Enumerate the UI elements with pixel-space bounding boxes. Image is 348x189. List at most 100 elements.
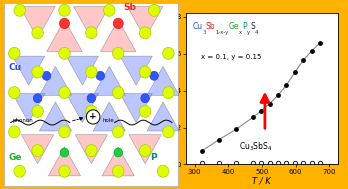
Circle shape <box>59 165 70 177</box>
Circle shape <box>157 165 169 177</box>
Polygon shape <box>20 6 55 38</box>
Polygon shape <box>13 94 45 123</box>
Point <box>317 162 323 165</box>
Point <box>233 162 239 165</box>
Text: Sb: Sb <box>124 3 136 12</box>
Text: P: P <box>150 153 157 162</box>
Circle shape <box>9 87 20 99</box>
Polygon shape <box>39 102 72 131</box>
Point <box>259 109 264 112</box>
Point <box>284 162 289 165</box>
Polygon shape <box>75 135 108 164</box>
Point <box>267 162 272 165</box>
Circle shape <box>163 87 174 99</box>
Point <box>199 162 205 165</box>
Circle shape <box>32 105 43 117</box>
Circle shape <box>112 87 124 99</box>
Point <box>300 162 306 165</box>
Polygon shape <box>147 67 179 95</box>
Text: Cu: Cu <box>9 63 22 72</box>
Circle shape <box>87 94 96 103</box>
Point <box>267 102 272 105</box>
Circle shape <box>104 4 115 16</box>
Polygon shape <box>127 6 163 38</box>
Circle shape <box>141 94 149 103</box>
Circle shape <box>148 4 160 16</box>
Polygon shape <box>93 102 125 131</box>
Point <box>309 50 315 53</box>
Circle shape <box>59 4 70 16</box>
Circle shape <box>14 165 25 177</box>
Circle shape <box>32 66 43 78</box>
Circle shape <box>114 148 122 157</box>
Polygon shape <box>47 20 82 52</box>
Text: phonon: phonon <box>13 118 33 123</box>
Point <box>309 162 315 165</box>
Point <box>233 128 239 131</box>
Polygon shape <box>147 102 179 131</box>
Text: 3: 3 <box>202 30 206 35</box>
Circle shape <box>60 148 69 157</box>
Circle shape <box>14 4 25 16</box>
Point <box>259 162 264 165</box>
Point <box>250 162 255 165</box>
Text: 1-x-y: 1-x-y <box>215 30 229 35</box>
Point <box>284 84 289 87</box>
Circle shape <box>140 105 151 117</box>
Text: x = 0.1, y = 0.15: x = 0.1, y = 0.15 <box>201 54 262 60</box>
Circle shape <box>9 47 20 59</box>
X-axis label: T / K: T / K <box>253 177 271 186</box>
Polygon shape <box>129 135 161 164</box>
Circle shape <box>112 47 124 59</box>
Text: Ge: Ge <box>229 22 239 31</box>
Point <box>250 116 255 119</box>
Text: Cu: Cu <box>192 22 202 31</box>
Polygon shape <box>102 147 134 176</box>
Text: S: S <box>250 22 255 31</box>
Circle shape <box>150 71 158 80</box>
Text: Ge: Ge <box>9 153 22 162</box>
Circle shape <box>112 165 124 177</box>
Circle shape <box>32 145 43 157</box>
Point <box>317 41 323 44</box>
Circle shape <box>9 126 20 138</box>
Point <box>292 162 298 165</box>
Circle shape <box>33 94 42 103</box>
Polygon shape <box>120 94 152 123</box>
Polygon shape <box>13 56 45 85</box>
Text: +: + <box>89 112 97 122</box>
Circle shape <box>140 66 151 78</box>
Circle shape <box>86 27 97 39</box>
Point <box>199 149 205 152</box>
Circle shape <box>96 71 105 80</box>
Circle shape <box>113 18 123 29</box>
Circle shape <box>60 18 70 29</box>
Polygon shape <box>93 67 125 95</box>
Text: Sb: Sb <box>206 22 215 31</box>
Point <box>300 59 306 62</box>
Text: x: x <box>239 30 242 35</box>
Polygon shape <box>66 56 98 85</box>
Text: Cu$_3$SbS$_4$: Cu$_3$SbS$_4$ <box>239 140 273 153</box>
Circle shape <box>42 71 51 80</box>
Point <box>216 138 222 141</box>
Circle shape <box>32 27 43 39</box>
Circle shape <box>86 110 100 124</box>
Circle shape <box>112 126 124 138</box>
Text: 4: 4 <box>255 30 258 35</box>
Text: y: y <box>247 30 250 35</box>
Circle shape <box>86 105 97 117</box>
Polygon shape <box>48 147 81 176</box>
Point <box>292 71 298 74</box>
Circle shape <box>59 126 70 138</box>
Circle shape <box>86 145 97 157</box>
Point <box>275 94 281 97</box>
Circle shape <box>163 126 174 138</box>
Polygon shape <box>74 6 109 38</box>
Circle shape <box>140 145 151 157</box>
Circle shape <box>86 66 97 78</box>
Y-axis label: ZT: ZT <box>160 83 169 94</box>
Text: hole: hole <box>102 118 114 123</box>
Circle shape <box>140 27 151 39</box>
Polygon shape <box>39 67 72 95</box>
